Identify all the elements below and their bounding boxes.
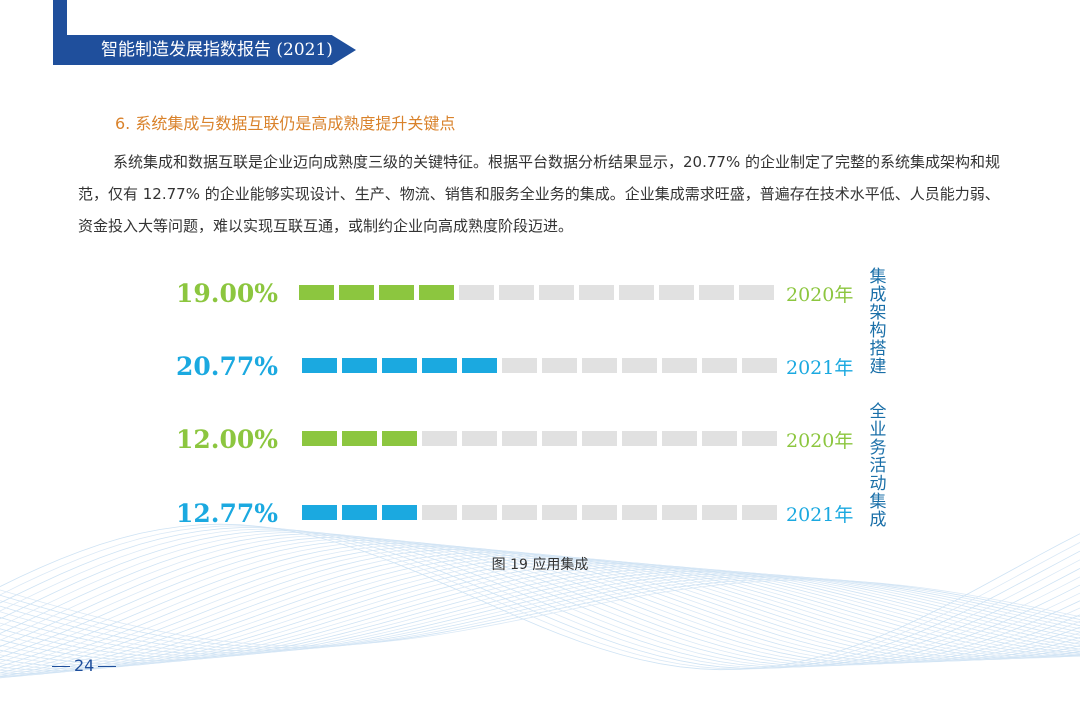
year-label: 2020年 [786,430,854,452]
wave-line [0,562,1080,668]
bar-segment-filled [422,358,457,373]
bar-segment-filled [302,358,337,373]
page-dash-right [98,666,117,667]
bar-segment-empty [459,285,494,300]
wave-line [0,533,1080,667]
wave-line [0,530,1080,668]
wave-line [0,560,1080,671]
bar-segment-filled [299,285,334,300]
page-number: 24 [48,656,120,675]
wave-line [0,572,1080,657]
bar-segment-empty [739,285,774,300]
bar-segment-filled [419,285,454,300]
year-label: 2021年 [786,357,854,379]
wave-line [0,573,1080,655]
wave-line [0,536,1080,666]
bar-segment-empty [542,358,577,373]
wave-line [0,570,1080,658]
wave-line [0,550,1080,679]
wave-line [0,545,1080,674]
report-header-banner: 智能制造发展指数报告 (2021) [53,35,356,65]
bar-segment-empty [662,358,697,373]
wave-line [0,525,1080,670]
year-label: 2021年 [786,504,854,526]
bar-segment-empty [582,505,617,520]
wave-line [0,564,1080,667]
wave-line [0,561,1080,670]
wave-line [0,531,1080,668]
bar-segment-empty [462,505,497,520]
bar-segment-empty [582,358,617,373]
bar-segment-empty [622,431,657,446]
bar-segment-empty [702,358,737,373]
wave-line [0,548,1080,678]
bar-segment-empty [462,431,497,446]
bar-segment-filled [379,285,414,300]
value-label: 19.00% [176,279,279,308]
bar-segment-empty [539,285,574,300]
wave-line [0,523,1080,671]
page-dash-left [52,666,70,667]
bar-segment-empty [502,431,537,446]
bar-segment-filled [382,431,417,446]
body-paragraph: 系统集成和数据互联是企业迈向成熟度三级的关键特征。根据平台数据分析结果显示，20… [78,153,1000,235]
wave-line [0,565,1080,665]
bar-segment-empty [499,285,534,300]
value-label: 20.77% [176,352,279,381]
bar-segment-empty [742,358,777,373]
bar-segment-empty [742,505,777,520]
wave-line [0,528,1080,669]
wave-line [0,558,1080,673]
bar-segment-empty [502,505,537,520]
wave-line [0,577,1080,650]
bar-segment-filled [382,358,417,373]
bar-segment-filled [339,285,374,300]
bar-segment-empty [659,285,694,300]
wave-line [0,527,1080,669]
bar-segment-empty [662,431,697,446]
bar-segment-empty [702,431,737,446]
wave-line [0,578,1080,648]
bar-segment-empty [542,505,577,520]
bar-segment-filled [342,358,377,373]
bar-segment-empty [619,285,654,300]
bar-segment-filled [382,505,417,520]
bar-segment-empty [662,505,697,520]
bar-segment-empty [422,431,457,446]
bar-segment-empty [699,285,734,300]
bar-segment-empty [622,358,657,373]
bar-segment-empty [582,431,617,446]
wave-line [0,535,1080,666]
value-label: 12.00% [176,425,279,454]
decorative-wave-background [0,523,1080,679]
section-title: 6. 系统集成与数据互联仍是高成熟度提升关键点 [115,114,456,133]
bar-segment-filled [302,431,337,446]
bar-segment-empty [542,431,577,446]
year-label: 2020年 [786,284,854,306]
bar-segment-empty [502,358,537,373]
value-label: 12.77% [176,499,279,528]
bar-segment-empty [579,285,614,300]
wave-line [0,547,1080,676]
bar-segment-filled [302,505,337,520]
wave-line [0,538,1080,665]
group-label-full-business: 全业务活动集成 [869,402,887,530]
bar-segment-empty [742,431,777,446]
bar-segment-filled [342,431,377,446]
bar-segment-empty [622,505,657,520]
bar-segment-filled [342,505,377,520]
page-number-text: 24 [74,656,95,675]
bar-segment-empty [702,505,737,520]
bar-segment-empty [422,505,457,520]
figure-caption: 图 19 应用集成 [491,557,589,573]
bar-segment-filled [462,358,497,373]
wave-line [0,579,1080,647]
group-label-architecture: 集成架构搭建 [869,267,887,377]
wave-line [0,539,1080,665]
